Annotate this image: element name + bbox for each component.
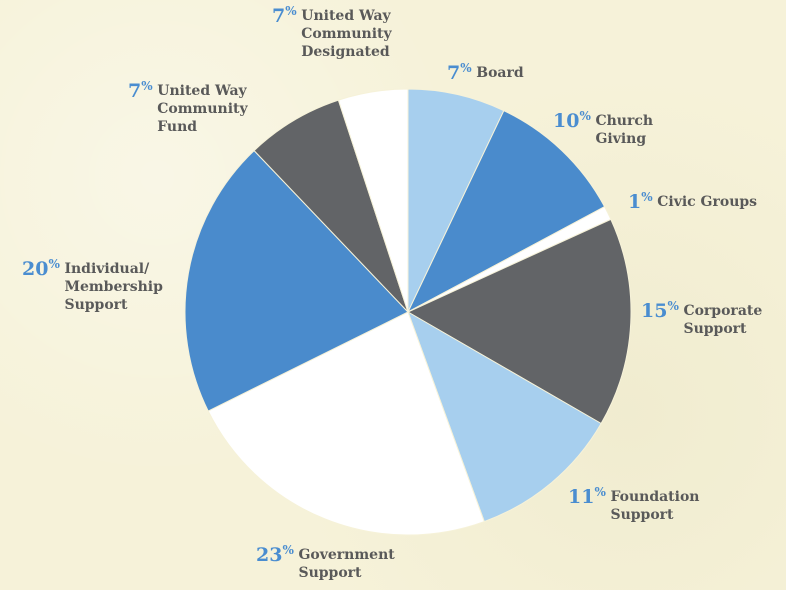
slice-label-line: Support <box>683 321 747 337</box>
slice-label-board: 7% Board <box>447 61 524 84</box>
slice-label-united-way-community-designated: 7% United Way Community Designated <box>272 4 392 60</box>
pie-slice-foundation-support <box>407 310 602 523</box>
pie-slice-government-support <box>207 311 485 536</box>
slice-percent: 7% <box>272 4 297 27</box>
slice-label-united-way-community-fund: 7% United Way Community Fund <box>128 79 248 135</box>
slice-percent: 20% <box>22 257 60 280</box>
slice-label-line: Foundation <box>610 489 699 505</box>
slice-label-line: Civic Groups <box>657 194 757 210</box>
slice-label-line: Support <box>298 565 362 581</box>
slice-label-line: United Way <box>157 83 247 99</box>
pie-slice-united-way-community-designated <box>337 88 409 313</box>
pie-slice-individual-membership-support <box>184 149 409 412</box>
slice-label-line: Membership <box>64 279 163 295</box>
slice-percent: 11% <box>568 485 606 508</box>
slice-percent: 10% <box>553 109 591 132</box>
slice-label-line: Individual/ <box>64 261 150 277</box>
slice-label-foundation-support: 11% Foundation Support <box>568 485 699 523</box>
slice-label-line: Support <box>610 507 674 523</box>
slice-label-line: Community <box>301 26 392 42</box>
slice-label-line: Corporate <box>683 303 762 319</box>
slice-label-government-support: 23% Government Support <box>256 543 395 581</box>
slice-label-line: United Way <box>301 8 391 24</box>
slice-percent: 23% <box>256 543 294 566</box>
slice-percent: 7% <box>447 61 472 84</box>
slice-label-line: Church <box>595 113 653 129</box>
pie-slice-church-giving <box>406 109 606 314</box>
slice-label-corporate-support: 15% Corporate Support <box>641 299 762 337</box>
slice-label-civic-groups: 1% Civic Groups <box>628 190 757 213</box>
slice-percent: 15% <box>641 299 679 322</box>
slice-label-line: Board <box>476 65 524 81</box>
slice-label-line: Community <box>157 101 248 117</box>
slice-label-individual-membership-support: 20% Individual/Membership Support <box>22 257 163 313</box>
slice-label-line: Fund <box>157 119 197 135</box>
slice-label-line: Government <box>298 547 395 563</box>
slice-label-church-giving: 10% Church Giving <box>553 109 653 147</box>
pie-slice-corporate-support <box>406 218 632 425</box>
slice-label-line: Designated <box>301 44 390 60</box>
slice-label-line: Support <box>64 297 128 313</box>
slice-percent: 7% <box>128 79 153 102</box>
slice-label-line: Giving <box>595 131 646 147</box>
slice-percent: 1% <box>628 190 653 213</box>
